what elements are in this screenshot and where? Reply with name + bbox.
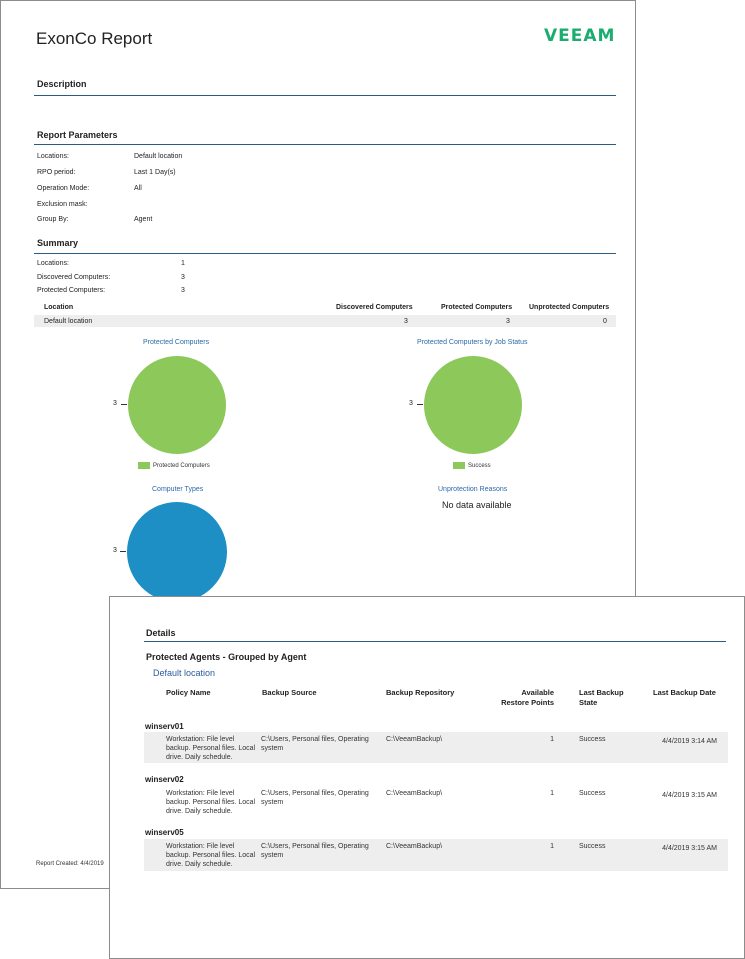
- chart-title: Unprotection Reasons: [438, 486, 508, 493]
- repository-cell: C:\VeeamBackup\: [386, 843, 443, 850]
- param-value: Default location: [134, 153, 183, 160]
- summary-value: 3: [181, 287, 185, 294]
- description-rule: [34, 95, 616, 96]
- veeam-logo: VEEAM: [544, 26, 616, 46]
- agent-name: winserv01: [145, 722, 184, 731]
- repository-cell: C:\VeeamBackup\: [386, 790, 443, 797]
- policy-cell: Workstation: File level backup. Personal…: [166, 790, 256, 815]
- date-cell: 4/4/2019 3:15 AM: [662, 845, 717, 852]
- param-value: Last 1 Day(s): [134, 169, 176, 176]
- description-heading: Description: [37, 79, 87, 89]
- legend-label: Success: [468, 463, 491, 469]
- table-row: [34, 315, 616, 327]
- col-discovered: Discovered Computers: [336, 304, 413, 311]
- pie-slice: [424, 356, 522, 454]
- legend-label: Protected Computers: [153, 463, 210, 469]
- col-state-2: State: [579, 698, 598, 707]
- points-cell: 1: [550, 736, 554, 743]
- summary-heading: Summary: [37, 238, 79, 248]
- report-created-footer: Report Created: 4/4/2019: [36, 861, 104, 867]
- pie-slice: [127, 502, 227, 602]
- col-date: Last Backup Date: [653, 688, 716, 697]
- no-data-text: No data available: [442, 500, 512, 510]
- agent-name: winserv02: [145, 775, 184, 784]
- col-points-2: Restore Points: [501, 698, 554, 707]
- legend-swatch: [453, 462, 465, 469]
- details-heading: Details: [146, 628, 176, 638]
- summary-label: Discovered Computers:: [37, 274, 111, 281]
- col-protected: Protected Computers: [441, 304, 513, 311]
- date-cell: 4/4/2019 3:15 AM: [662, 792, 717, 799]
- state-cell: Success: [579, 843, 606, 850]
- details-location: Default location: [153, 668, 216, 678]
- cell-discovered: 3: [404, 318, 408, 325]
- cell-unprotected: 0: [603, 318, 607, 325]
- source-cell: C:\Users, Personal files, Operating syst…: [261, 736, 369, 752]
- cell-protected: 3: [506, 318, 510, 325]
- pie-slice: [128, 356, 226, 454]
- source-cell: C:\Users, Personal files, Operating syst…: [261, 843, 369, 859]
- points-cell: 1: [550, 790, 554, 797]
- param-label: Operation Mode:: [37, 185, 90, 192]
- data-label-leader: [120, 551, 126, 552]
- report-title: ExonCo Report: [36, 29, 153, 48]
- cell-location: Default location: [44, 318, 93, 325]
- details-subheading: Protected Agents - Grouped by Agent: [146, 652, 307, 662]
- data-label: 3: [409, 400, 413, 407]
- col-location: Location: [44, 304, 74, 311]
- col-source: Backup Source: [262, 688, 317, 697]
- param-label: Locations:: [37, 153, 69, 160]
- param-label: Group By:: [37, 216, 69, 223]
- state-cell: Success: [579, 790, 606, 797]
- summary-value: 1: [181, 260, 185, 267]
- summary-label: Protected Computers:: [37, 287, 106, 294]
- summary-label: Locations:: [37, 260, 69, 267]
- col-points-1: Available: [521, 688, 554, 697]
- data-label: 3: [113, 547, 117, 554]
- chart-title: Computer Types: [152, 486, 204, 493]
- param-value: Agent: [134, 216, 153, 223]
- param-label: Exclusion mask:: [37, 201, 88, 208]
- repository-cell: C:\VeeamBackup\: [386, 736, 443, 743]
- chart-title: Protected Computers by Job Status: [417, 339, 528, 346]
- data-label-leader: [417, 404, 423, 405]
- policy-cell: Workstation: File level backup. Personal…: [166, 843, 256, 868]
- details-rule: [144, 641, 726, 642]
- summary-rule: [34, 253, 616, 254]
- col-policy: Policy Name: [166, 688, 211, 697]
- col-state-1: Last Backup: [579, 688, 624, 697]
- source-cell: C:\Users, Personal files, Operating syst…: [261, 790, 369, 806]
- parameters-rule: [34, 144, 616, 145]
- col-repository: Backup Repository: [386, 688, 455, 697]
- chart-title: Protected Computers: [143, 339, 210, 346]
- agent-name: winserv05: [145, 828, 184, 837]
- param-value: All: [134, 185, 142, 192]
- data-label-leader: [121, 404, 127, 405]
- state-cell: Success: [579, 736, 606, 743]
- date-cell: 4/4/2019 3:14 AM: [662, 738, 717, 745]
- legend-swatch: [138, 462, 150, 469]
- table-row: [144, 839, 728, 871]
- table-row: [144, 732, 728, 763]
- col-unprotected: Unprotected Computers: [529, 304, 610, 311]
- data-label: 3: [113, 400, 117, 407]
- summary-value: 3: [181, 274, 185, 281]
- report-page-2: Details Protected Agents - Grouped by Ag…: [109, 596, 745, 959]
- parameters-heading: Report Parameters: [37, 130, 118, 140]
- points-cell: 1: [550, 843, 554, 850]
- param-label: RPO period:: [37, 169, 76, 176]
- policy-cell: Workstation: File level backup. Personal…: [166, 736, 256, 761]
